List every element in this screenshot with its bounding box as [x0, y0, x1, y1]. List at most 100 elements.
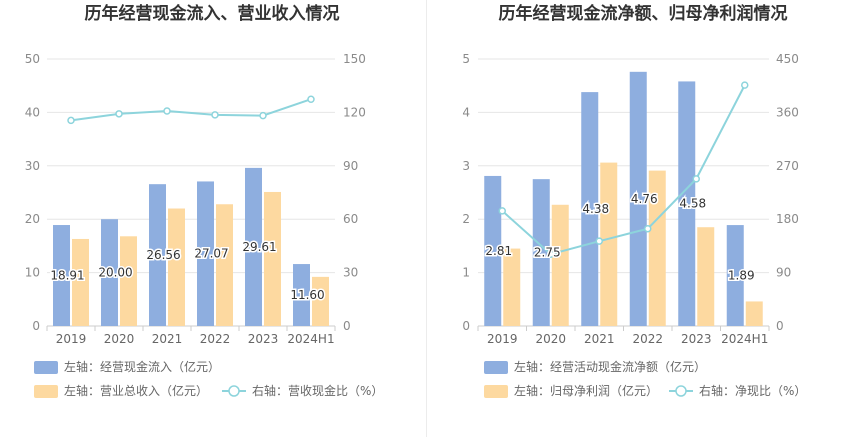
- legend-marker: [228, 385, 240, 397]
- legend-label: 左轴：营业总收入（亿元）: [64, 383, 208, 398]
- bar-data-label: 29.61: [242, 240, 276, 254]
- legend-label: 右轴：营收现金比（%）: [252, 383, 383, 398]
- right-axis-tick: 150: [343, 52, 366, 66]
- left-axis-tick: 30: [25, 159, 40, 173]
- primary-bar: [532, 179, 550, 326]
- secondary-bar: [648, 170, 666, 326]
- primary-bar: [484, 175, 502, 326]
- legend-item[interactable]: 左轴：经营活动现金流净额（亿元）: [484, 359, 706, 374]
- bar-data-label: 4.38: [582, 202, 609, 216]
- x-axis-tick-label: 2024H1: [721, 332, 768, 346]
- bar-data-label: 1.89: [728, 269, 755, 283]
- right-axis-tick: 0: [343, 319, 351, 333]
- left-axis-tick: 1: [462, 266, 470, 280]
- x-axis-tick-label: 2020: [104, 332, 135, 346]
- secondary-bar: [120, 236, 137, 326]
- left-axis-tick: 4: [462, 105, 470, 119]
- ratio-point: [595, 237, 603, 245]
- primary-bar: [629, 71, 647, 326]
- primary-bar: [581, 92, 599, 326]
- bar-data-label: 2.75: [534, 246, 561, 260]
- ratio-point: [259, 111, 267, 120]
- ratio-line: [501, 84, 746, 256]
- ratio-point: [163, 107, 171, 115]
- bar-data-label: 4.58: [679, 197, 706, 211]
- legend-swatch: [34, 385, 58, 398]
- legend-label: 左轴：归母净利润（亿元）: [514, 383, 658, 398]
- legend-item[interactable]: 左轴：营业总收入（亿元）: [34, 383, 208, 398]
- right-axis-tick: 120: [343, 105, 366, 119]
- primary-bar: [53, 225, 70, 326]
- x-axis-tick-label: 2022: [200, 332, 231, 346]
- secondary-bar: [697, 227, 715, 326]
- net-cash-flow-profit-chart: 历年经营现金流净额、归母净利润情况 0 0 1 90 2 180 3 270 4 360 5 450 20…: [462, 3, 806, 398]
- primary-bar: [197, 181, 214, 326]
- bar-data-label: 27.07: [194, 247, 228, 261]
- chart-title: 历年经营现金流入、营业收入情况: [85, 3, 340, 24]
- ratio-point: [307, 95, 315, 103]
- legend-marker: [675, 385, 687, 397]
- cash-inflow-revenue-chart: 历年经营现金流入、营业收入情况 0 0 10 30 20 60 30 90 40 120 50 150 2…: [25, 3, 383, 398]
- ratio-point: [644, 224, 652, 233]
- primary-bar: [245, 167, 262, 326]
- left-axis-tick: 20: [25, 212, 40, 226]
- bar-data-label: 2.81: [485, 244, 512, 258]
- bar-data-label: 18.91: [50, 269, 84, 283]
- primary-bar: [678, 81, 696, 326]
- legend-label: 右轴：净现比（%）: [699, 383, 806, 398]
- legend-item[interactable]: 右轴：净现比（%）: [669, 383, 806, 398]
- primary-bar: [101, 219, 118, 326]
- bar-data-label: 4.76: [631, 192, 658, 206]
- legend-item[interactable]: 左轴：归母净利润（亿元）: [484, 383, 658, 398]
- left-axis-tick: 3: [462, 159, 470, 173]
- secondary-bar: [503, 248, 521, 326]
- legend-item[interactable]: 右轴：营收现金比（%）: [222, 383, 383, 398]
- secondary-bar: [72, 238, 89, 326]
- right-axis-tick: 30: [343, 266, 358, 280]
- left-axis-tick: 0: [32, 319, 40, 333]
- legend-label: 左轴：经营活动现金流净额（亿元）: [514, 359, 706, 374]
- ratio-point: [547, 250, 555, 258]
- primary-bar: [726, 225, 744, 326]
- right-axis-tick: 180: [776, 212, 799, 226]
- left-axis-tick: 2: [462, 212, 470, 226]
- legend-swatch: [34, 361, 58, 374]
- secondary-bar: [312, 276, 329, 326]
- panel-divider: [426, 0, 427, 437]
- primary-bar: [149, 184, 166, 326]
- secondary-bar: [600, 162, 618, 326]
- ratio-point: [498, 207, 506, 215]
- left-axis-tick: 5: [462, 52, 470, 66]
- legend-label: 左轴：经营现金流入（亿元）: [64, 359, 220, 374]
- right-axis-tick: 90: [776, 266, 791, 280]
- x-axis-tick-label: 2021: [584, 332, 615, 346]
- legend-swatch: [484, 361, 508, 374]
- bar-data-label: 11.60: [290, 288, 324, 302]
- ratio-point: [211, 111, 219, 119]
- x-axis-tick-label: 2023: [681, 332, 712, 346]
- primary-bar: [293, 264, 310, 326]
- x-axis-tick-label: 2020: [535, 332, 566, 346]
- secondary-bar: [264, 191, 281, 326]
- x-axis-tick-label: 2022: [632, 332, 663, 346]
- right-axis-tick: 90: [343, 159, 358, 173]
- chart-title: 历年经营现金流净额、归母净利润情况: [499, 3, 788, 24]
- ratio-point: [67, 116, 75, 125]
- legend-item[interactable]: 左轴：经营现金流入（亿元）: [34, 359, 220, 374]
- secondary-bar: [551, 204, 569, 326]
- x-axis-tick-label: 2019: [487, 332, 518, 346]
- ratio-point: [741, 81, 749, 89]
- left-axis-tick: 50: [25, 52, 40, 66]
- right-axis-tick: 0: [776, 319, 784, 333]
- left-axis-tick: 10: [25, 266, 40, 280]
- ratio-point: [692, 175, 700, 183]
- secondary-bar: [216, 204, 233, 326]
- right-axis-tick: 450: [776, 52, 799, 66]
- left-axis-tick: 0: [462, 319, 470, 333]
- legend-swatch: [484, 385, 508, 398]
- bar-data-label: 20.00: [98, 266, 132, 280]
- right-axis-tick: 270: [776, 159, 799, 173]
- x-axis-tick-label: 2023: [248, 332, 279, 346]
- bar-data-label: 26.56: [146, 248, 180, 262]
